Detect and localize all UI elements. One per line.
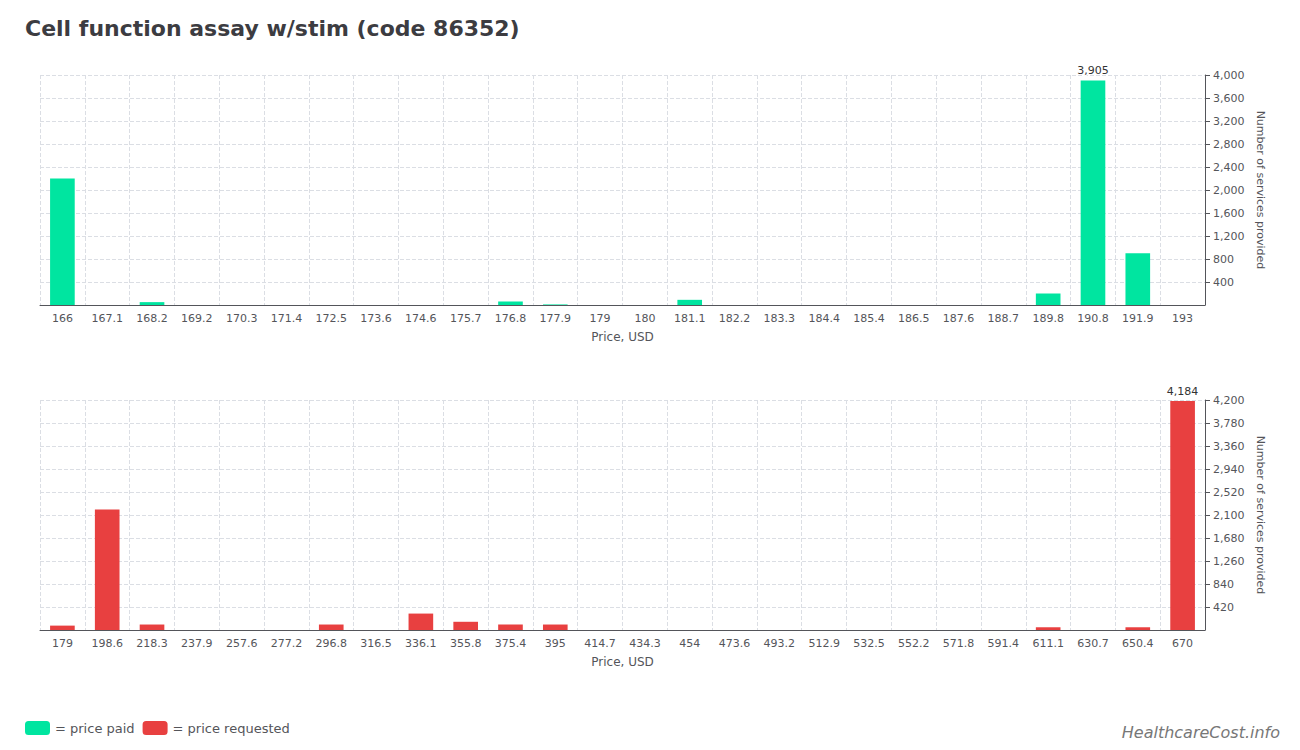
svg-text:180: 180 — [634, 312, 655, 325]
svg-text:414.7: 414.7 — [584, 637, 616, 650]
svg-text:2,800: 2,800 — [1213, 138, 1245, 151]
svg-text:355.8: 355.8 — [450, 637, 482, 650]
svg-text:420: 420 — [1213, 601, 1234, 614]
svg-text:185.4: 185.4 — [853, 312, 885, 325]
svg-text:434.3: 434.3 — [629, 637, 661, 650]
svg-text:Number of services provided: Number of services provided — [1254, 436, 1267, 595]
svg-text:= price paid: = price paid — [55, 721, 135, 736]
svg-text:1,260: 1,260 — [1213, 555, 1245, 568]
svg-text:277.2: 277.2 — [271, 637, 303, 650]
svg-text:190.8: 190.8 — [1077, 312, 1109, 325]
svg-text:169.2: 169.2 — [181, 312, 213, 325]
svg-text:4,200: 4,200 — [1213, 394, 1245, 407]
svg-text:HealthcareCost.info: HealthcareCost.info — [1122, 723, 1280, 742]
svg-text:176.8: 176.8 — [495, 312, 527, 325]
svg-text:611.1: 611.1 — [1032, 637, 1064, 650]
svg-text:336.1: 336.1 — [405, 637, 437, 650]
svg-text:670: 670 — [1172, 637, 1193, 650]
svg-text:3,600: 3,600 — [1213, 92, 1245, 105]
svg-text:3,905: 3,905 — [1077, 64, 1109, 77]
svg-text:571.8: 571.8 — [943, 637, 975, 650]
svg-text:1,200: 1,200 — [1213, 230, 1245, 243]
svg-text:168.2: 168.2 — [136, 312, 168, 325]
svg-text:591.4: 591.4 — [988, 637, 1020, 650]
svg-text:174.6: 174.6 — [405, 312, 437, 325]
svg-text:4,000: 4,000 — [1213, 69, 1245, 82]
svg-text:182.2: 182.2 — [719, 312, 751, 325]
svg-text:184.4: 184.4 — [808, 312, 840, 325]
svg-text:179: 179 — [52, 637, 73, 650]
svg-text:237.9: 237.9 — [181, 637, 213, 650]
svg-text:1,600: 1,600 — [1213, 207, 1245, 220]
svg-text:= price requested: = price requested — [173, 721, 290, 736]
svg-text:187.6: 187.6 — [943, 312, 975, 325]
svg-text:395: 395 — [545, 637, 566, 650]
svg-text:2,000: 2,000 — [1213, 184, 1245, 197]
svg-text:2,520: 2,520 — [1213, 486, 1245, 499]
svg-text:186.5: 186.5 — [898, 312, 930, 325]
svg-text:181.1: 181.1 — [674, 312, 706, 325]
svg-text:193: 193 — [1172, 312, 1193, 325]
svg-text:552.2: 552.2 — [898, 637, 930, 650]
svg-text:400: 400 — [1213, 276, 1234, 289]
svg-text:198.6: 198.6 — [91, 637, 123, 650]
svg-text:173.6: 173.6 — [360, 312, 392, 325]
svg-text:188.7: 188.7 — [988, 312, 1020, 325]
svg-text:Price, USD: Price, USD — [591, 330, 654, 344]
svg-text:512.9: 512.9 — [808, 637, 840, 650]
svg-text:Cell function assay w/stim (co: Cell function assay w/stim (code 86352) — [25, 16, 520, 41]
svg-text:473.6: 473.6 — [719, 637, 751, 650]
svg-text:170.3: 170.3 — [226, 312, 257, 325]
svg-text:1,680: 1,680 — [1213, 532, 1245, 545]
svg-text:532.5: 532.5 — [853, 637, 885, 650]
svg-text:375.4: 375.4 — [495, 637, 527, 650]
svg-text:3,780: 3,780 — [1213, 417, 1245, 430]
svg-text:171.4: 171.4 — [271, 312, 303, 325]
svg-text:650.4: 650.4 — [1122, 637, 1154, 650]
svg-text:172.5: 172.5 — [316, 312, 348, 325]
svg-text:177.9: 177.9 — [540, 312, 572, 325]
svg-text:257.6: 257.6 — [226, 637, 257, 650]
svg-text:3,200: 3,200 — [1213, 115, 1245, 128]
svg-text:2,940: 2,940 — [1213, 463, 1245, 476]
svg-text:840: 840 — [1213, 578, 1234, 591]
svg-text:183.3: 183.3 — [764, 312, 796, 325]
svg-text:Price, USD: Price, USD — [591, 655, 654, 669]
svg-text:3,360: 3,360 — [1213, 440, 1245, 453]
svg-text:2,400: 2,400 — [1213, 161, 1245, 174]
svg-text:179: 179 — [590, 312, 611, 325]
svg-text:2,100: 2,100 — [1213, 509, 1245, 522]
svg-text:166: 166 — [52, 312, 73, 325]
svg-text:296.8: 296.8 — [316, 637, 348, 650]
svg-text:454: 454 — [679, 637, 700, 650]
svg-text:493.2: 493.2 — [764, 637, 796, 650]
svg-text:218.3: 218.3 — [136, 637, 168, 650]
svg-text:800: 800 — [1213, 253, 1234, 266]
svg-text:630.7: 630.7 — [1077, 637, 1109, 650]
svg-text:189.8: 189.8 — [1032, 312, 1064, 325]
svg-text:Number of services provided: Number of services provided — [1254, 111, 1267, 270]
svg-text:4,184: 4,184 — [1167, 385, 1199, 398]
svg-text:167.1: 167.1 — [91, 312, 123, 325]
svg-text:316.5: 316.5 — [360, 637, 392, 650]
svg-text:175.7: 175.7 — [450, 312, 482, 325]
svg-text:191.9: 191.9 — [1122, 312, 1154, 325]
